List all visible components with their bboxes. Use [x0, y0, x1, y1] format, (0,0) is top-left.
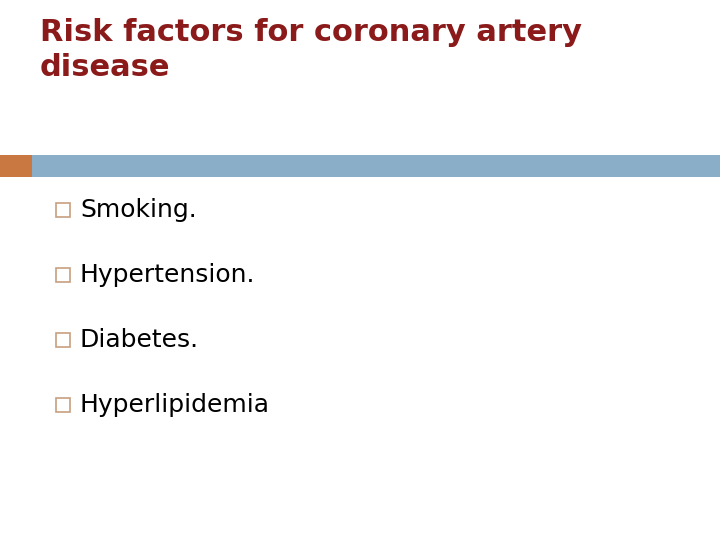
Bar — [56, 268, 70, 282]
Bar — [56, 203, 70, 217]
Text: Risk factors for coronary artery
disease: Risk factors for coronary artery disease — [40, 18, 582, 82]
Text: Hypertension.: Hypertension. — [80, 263, 256, 287]
Text: Hyperlipidemia: Hyperlipidemia — [80, 393, 270, 417]
Bar — [56, 398, 70, 412]
Bar — [56, 333, 70, 347]
Bar — [0, 155, 720, 177]
Bar — [0, 155, 32, 177]
Text: Diabetes.: Diabetes. — [80, 328, 199, 352]
Text: Smoking.: Smoking. — [80, 198, 197, 222]
